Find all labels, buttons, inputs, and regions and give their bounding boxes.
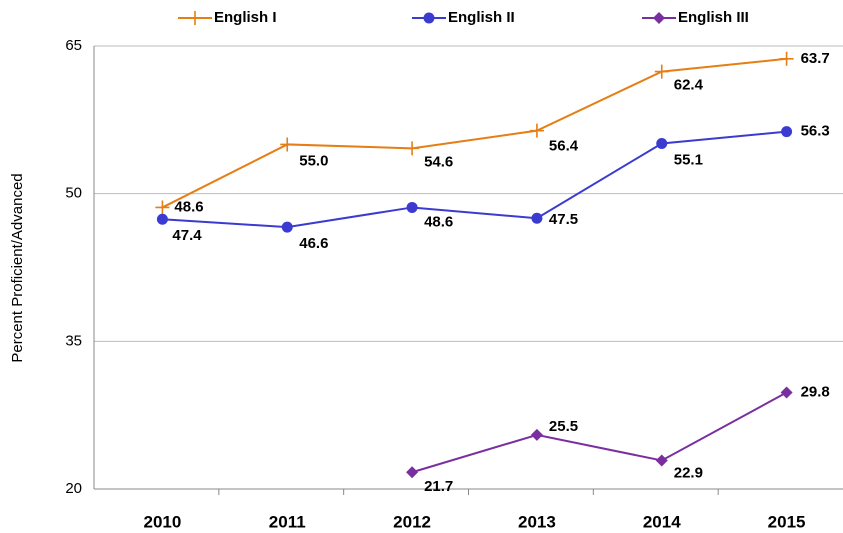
y-tick-label: 20	[65, 480, 82, 497]
series-line	[411, 391, 788, 474]
x-tick-label: 2012	[393, 512, 431, 531]
marker	[529, 123, 544, 138]
data-label: 63.7	[801, 50, 830, 67]
y-tick-label: 35	[65, 332, 82, 349]
series-line	[162, 130, 787, 229]
data-label: 48.6	[174, 198, 203, 215]
y-tick-label: 65	[65, 37, 82, 54]
data-label: 56.3	[801, 123, 830, 140]
x-tick-label: 2014	[643, 512, 681, 531]
legend-marker	[423, 12, 435, 24]
marker	[781, 126, 793, 138]
y-axis-label: Percent Proficient/Advanced	[9, 173, 26, 362]
marker	[656, 137, 668, 149]
marker	[531, 212, 543, 224]
marker	[156, 213, 168, 225]
marker	[780, 386, 793, 399]
data-label: 21.7	[424, 478, 453, 495]
marker	[406, 466, 419, 479]
data-label: 47.4	[172, 227, 202, 244]
legend-label: English III	[678, 9, 749, 26]
data-label: 46.6	[299, 235, 328, 252]
data-label: 56.4	[549, 138, 579, 155]
data-label: 62.4	[674, 77, 704, 94]
marker	[406, 201, 418, 213]
data-label: 55.1	[674, 151, 703, 168]
y-tick-label: 50	[65, 185, 82, 202]
marker	[405, 141, 420, 156]
marker	[655, 454, 668, 467]
x-tick-label: 2011	[269, 512, 306, 531]
data-label: 54.6	[424, 153, 453, 170]
marker	[155, 200, 170, 215]
legend-label: English II	[448, 9, 515, 26]
data-label: 22.9	[674, 464, 703, 481]
marker	[654, 64, 669, 79]
marker	[530, 428, 543, 441]
data-label: 29.8	[801, 383, 830, 400]
x-tick-label: 2010	[144, 512, 182, 531]
x-tick-label: 2013	[518, 512, 556, 531]
marker	[779, 51, 794, 66]
legend-marker	[188, 11, 202, 25]
data-label: 48.6	[424, 213, 453, 230]
legend-label: English I	[214, 9, 277, 26]
data-label: 47.5	[549, 211, 578, 228]
x-tick-label: 2015	[768, 512, 806, 531]
data-label: 55.0	[299, 152, 328, 169]
series-line	[161, 57, 787, 209]
legend-marker	[653, 12, 665, 24]
marker	[281, 221, 293, 233]
marker	[280, 137, 295, 152]
data-label: 25.5	[549, 418, 578, 435]
